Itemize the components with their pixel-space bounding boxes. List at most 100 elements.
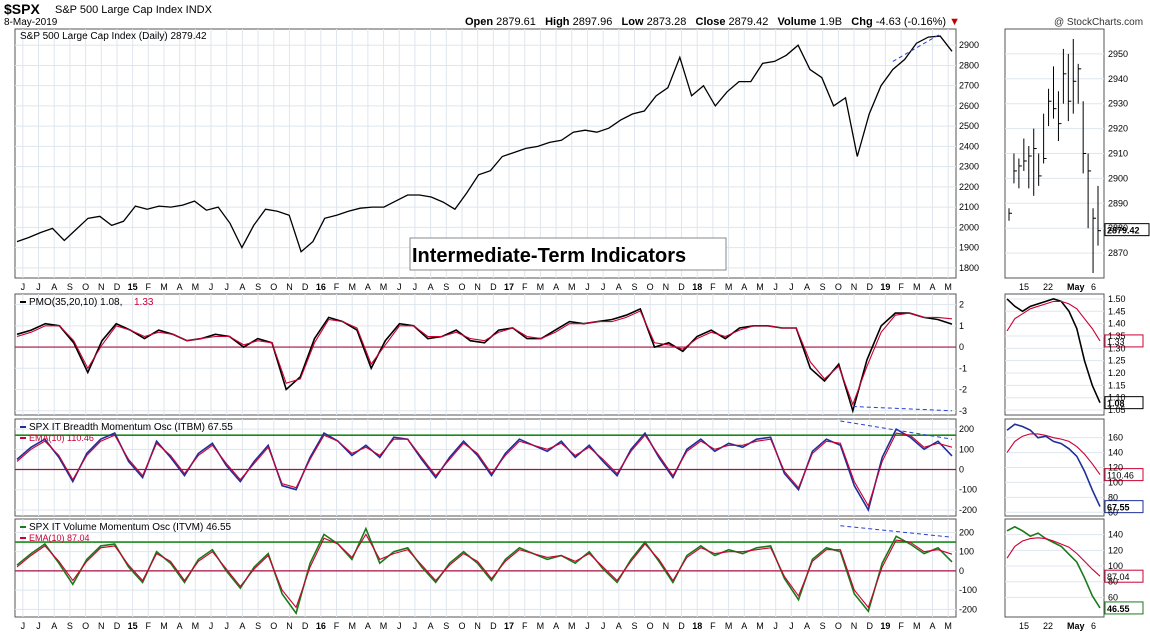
x-tick-label: 17 [504,621,514,631]
side-y-tick-label: 2890 [1108,198,1128,208]
x-tick-label: S [443,621,449,631]
y-tick-label: 0 [959,566,964,576]
x-tick-label: 16 [316,282,326,292]
y-tick-label: 2200 [959,182,979,192]
y-tick-label: 100 [959,547,974,557]
x-tick-label: A [741,282,747,292]
y-tick-label: 2700 [959,81,979,91]
y-tick-label: 1900 [959,243,979,253]
divergence-line [852,406,953,412]
side-ema-line [1006,537,1101,577]
side-x-tick-label: 6 [1091,282,1096,292]
last-value-box [1104,601,1144,615]
x-tick-label: O [458,282,465,292]
x-tick-label: J [224,282,229,292]
x-tick-label: O [835,282,842,292]
x-tick-label: M [380,282,388,292]
panel-title: SPX IT Breadth Momentum Osc (ITBM) 67.55 [29,422,233,433]
divergence-line [840,525,953,538]
y-tick-label: 200 [959,424,974,434]
x-tick-label: 15 [128,621,138,631]
side-x-tick-label: 22 [1043,621,1053,631]
ema-line [16,310,953,406]
x-tick-label: D [114,621,121,631]
y-tick-label: 1 [959,321,964,331]
x-tick-label: M [913,282,921,292]
x-tick-label: M [380,621,388,631]
x-tick-label: N [474,282,481,292]
x-tick-label: M [944,282,952,292]
x-tick-label: M [537,282,545,292]
side-y-tick-label: 160 [1108,433,1123,443]
side-y-tick-label: 140 [1108,530,1123,540]
x-tick-label: N [851,282,858,292]
last-value-box [1104,396,1144,410]
y-tick-label: 0 [959,465,964,475]
x-tick-label: O [82,621,89,631]
last-value-label: 46.55 [1107,604,1130,614]
chg-label: Chg [851,16,873,28]
side-ema-line [1006,433,1101,475]
y-tick-label: -3 [959,406,967,416]
x-tick-label: D [302,282,309,292]
x-tick-label: M [756,621,764,631]
ema-line [16,533,953,609]
text-layer: J J A S O N D 15 F M A M J J A S O N D 16 F M A M J J A S O N D 17 F M A M J… [20,31,1140,631]
price-panel-title: S&P 500 Large Cap Index (Daily) 2879.42 [20,31,207,42]
x-tick-label: S [255,282,261,292]
open-label: Open [464,16,494,28]
x-tick-label: J [21,621,26,631]
side-y-tick-label: 1.10 [1108,393,1126,403]
x-tick-label: A [553,621,559,631]
x-tick-label: S [820,282,826,292]
y-tick-label: 0 [959,342,964,352]
x-tick-label: A [929,621,935,631]
y-tick-label: -1 [959,363,967,373]
y-tick-label: 1800 [959,263,979,273]
x-tick-label: N [474,621,481,631]
indicator-line [16,526,953,616]
x-tick-label: A [51,621,57,631]
last-value-box [1104,334,1144,348]
side-y-tick-label: 1.20 [1108,368,1126,378]
side-x-tick-label: 6 [1091,621,1096,631]
side-y-tick-label: 1.30 [1108,343,1126,353]
x-tick-label: N [98,282,105,292]
side-y-tick-label: 2940 [1108,74,1128,84]
side-y-tick-label: 1.45 [1108,306,1126,316]
panel-title: PMO(35,20,10) 1.08, [29,297,122,308]
x-tick-label: O [835,621,842,631]
annotation-text: Intermediate-Term Indicators [412,245,686,267]
x-tick-label: M [725,621,733,631]
side-y-tick-label: 100 [1108,477,1123,487]
x-tick-label: A [428,621,434,631]
x-tick-label: F [710,282,716,292]
ema-value-label: 1.33 [134,297,154,308]
x-tick-label: M [348,621,356,631]
x-tick-label: M [192,282,200,292]
divergence-line [840,420,953,440]
x-tick-label: F [146,282,152,292]
x-tick-label: O [647,282,654,292]
x-tick-label: F [522,282,528,292]
panel-frame [14,293,957,416]
panel-frame [14,518,957,618]
x-tick-label: F [710,621,716,631]
x-tick-label: M [568,621,576,631]
x-tick-label: M [192,621,200,631]
side-y-tick-label: 60 [1108,592,1118,602]
x-tick-label: J [397,282,402,292]
x-tick-label: F [334,282,340,292]
x-tick-label: M [160,621,168,631]
y-tick-label: 2500 [959,121,979,131]
x-tick-label: A [553,282,559,292]
side-y-tick-label: 1.40 [1108,319,1126,329]
side-y-tick-label: 2920 [1108,124,1128,134]
x-tick-label: A [177,621,183,631]
last-value-label: 1.08 [1107,399,1125,409]
side-y-tick-label: 120 [1108,463,1123,473]
x-tick-label: S [67,621,73,631]
x-tick-label: D [490,282,497,292]
x-tick-label: O [458,621,465,631]
x-tick-label: J [773,621,778,631]
